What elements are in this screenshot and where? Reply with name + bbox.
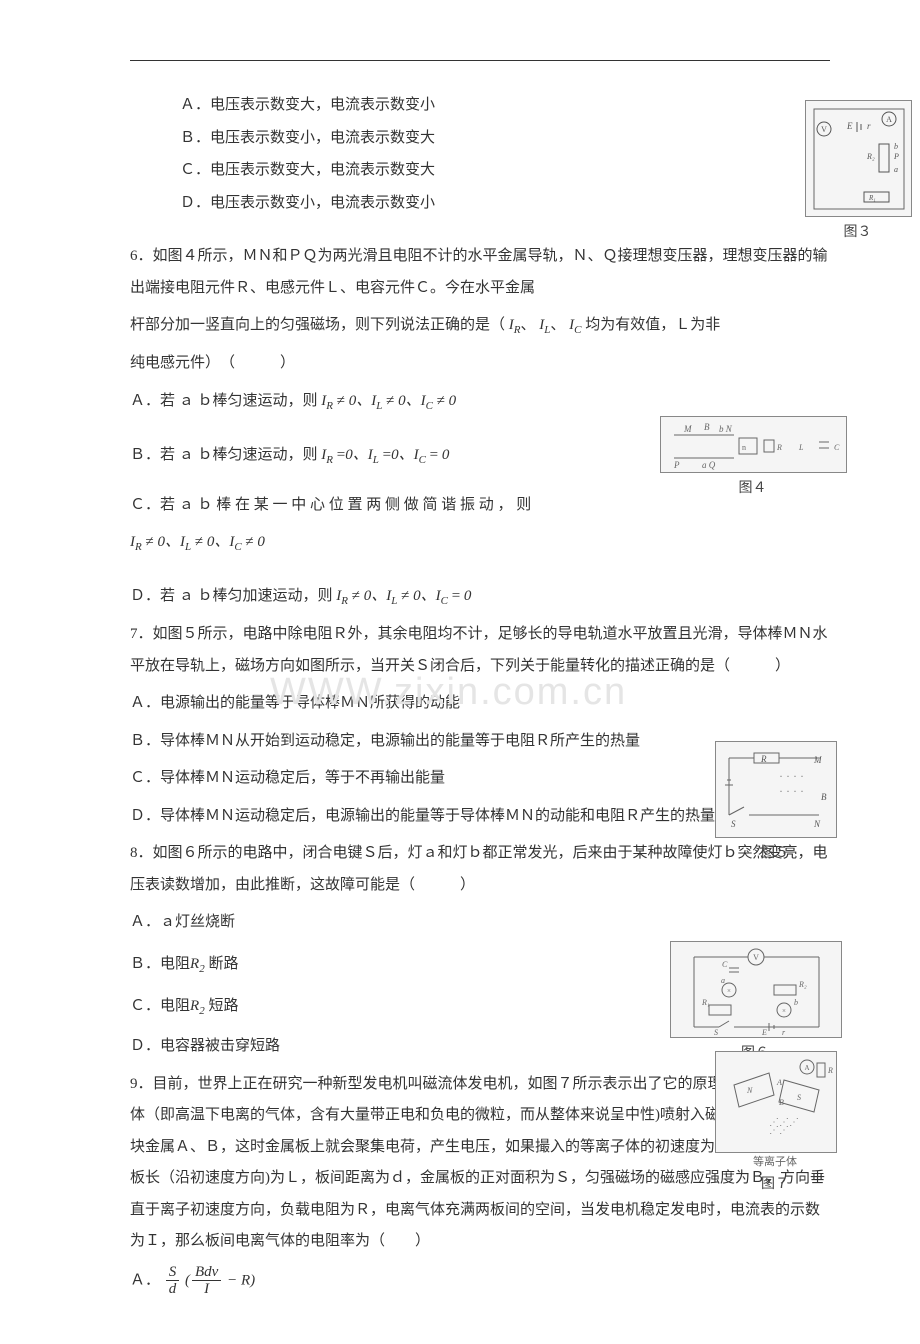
q7-stem: 7．如图５所示，电路中除电阻Ｒ外，其余电阻均不计，足够长的导电轨道水平放置且光滑… (130, 619, 830, 682)
figure-5: R M S N · · · · · · · · B 图５ (715, 741, 835, 862)
svg-text:A: A (804, 1064, 809, 1072)
content: Ａ．电压表示数变大，电流表示数变小 Ｂ．电压表示数变小，电流表示数变大 Ｃ．电压… (130, 91, 830, 1298)
figure-6-box: V C × a R₂ R₁ × b S E r (670, 941, 842, 1038)
q6-stem2-post: 均为有效值，Ｌ为非 (585, 317, 720, 333)
q5-option-a: Ａ．电压表示数变大，电流表示数变小 (180, 91, 830, 120)
circuit-4-svg: M B b N P a Q n R L C (664, 420, 844, 470)
circuit-6-svg: V C × a R₂ R₁ × b S E r (674, 945, 839, 1035)
svg-text:V: V (753, 953, 759, 962)
svg-text:N: N (813, 819, 821, 829)
svg-text:· · · ·: · · · · (779, 784, 804, 798)
svg-text:r: r (782, 1028, 786, 1035)
q6-option-d: Ｄ．若 ａ ｂ棒匀加速运动，则 IR ≠ 0、IL ≠ 0、IC = 0 (130, 581, 830, 613)
svg-text:⋰⋰: ⋰⋰ (769, 1125, 789, 1136)
svg-text:S: S (797, 1093, 801, 1102)
figure-6: V C × a R₂ R₁ × b S E r (670, 941, 840, 1062)
svg-text:a: a (721, 976, 725, 985)
q5-option-d: Ｄ．电压表示数变小，电流表示数变小 (180, 189, 830, 218)
figure-4: M B b N P a Q n R L C 图４ (660, 416, 845, 497)
svg-text:R₁: R₁ (868, 194, 876, 202)
q8-option-a: Ａ．ａ灯丝烧断 (130, 907, 830, 939)
figure-4-box: M B b N P a Q n R L C (660, 416, 847, 473)
figure-7-box: A R N A S B ⋰⋰⋰ ⋰⋰ (715, 1051, 837, 1153)
figure-7-caption: 图７ (715, 1173, 835, 1193)
svg-text:a Q: a Q (702, 460, 716, 470)
q6-option-c-formula: IR ≠ 0、IL ≠ 0、IC ≠ 0 (130, 527, 830, 559)
svg-text:b: b (894, 142, 898, 151)
svg-text:R: R (827, 1066, 833, 1075)
svg-text:A: A (776, 1078, 782, 1087)
top-rule (130, 60, 830, 61)
svg-text:n: n (742, 443, 746, 452)
var-IL: IL (539, 317, 550, 333)
circuit-5-svg: R M S N · · · · · · · · B (719, 745, 834, 835)
q5-option-c: Ｃ．电压表示数变大，电流表示数变大 (180, 156, 830, 185)
q5-option-b: Ｂ．电压表示数变小，电流表示数变大 (180, 124, 830, 153)
svg-text:N: N (746, 1086, 753, 1095)
svg-text:B: B (704, 422, 710, 432)
svg-text:M: M (813, 755, 822, 765)
svg-text:S: S (714, 1028, 718, 1035)
svg-text:B: B (821, 792, 827, 802)
page: V A E r R₂ b P a R₁ 图３ Ａ．电压表示数变大，电流表示数变小… (0, 0, 920, 1344)
svg-text:B: B (779, 1098, 784, 1107)
svg-text:C: C (834, 443, 840, 452)
svg-text:r: r (867, 121, 871, 131)
q6-stem2-pre: 杆部分加一竖直向上的匀强磁场，则下列说法正确的是（ (130, 317, 505, 333)
figure-5-box: R M S N · · · · · · · · B (715, 741, 837, 838)
svg-text:P: P (893, 152, 899, 161)
q6-option-a: Ａ．若 ａ ｂ棒匀速运动，则 IR ≠ 0、IL ≠ 0、IC ≠ 0 (130, 386, 830, 418)
q6-stem-line1: 6．如图４所示，ＭＮ和ＰＱ为两光滑且电阻不计的水平金属导轨，Ｎ、Ｑ接理想变压器，… (130, 241, 830, 304)
svg-text:b N: b N (719, 424, 733, 434)
svg-text:C: C (722, 960, 728, 969)
var-IR: IR (509, 317, 521, 333)
q6-stem-line2: 杆部分加一竖直向上的匀强磁场，则下列说法正确的是（ IR、 IL、 IC 均为有… (130, 310, 830, 342)
figure-5-caption: 图５ (715, 842, 835, 862)
circuit-7-svg: A R N A S B ⋰⋰⋰ ⋰⋰ (719, 1055, 834, 1150)
svg-text:R: R (776, 443, 782, 452)
svg-text:R₂: R₂ (798, 980, 807, 989)
svg-text:b: b (794, 998, 798, 1007)
svg-text:R: R (760, 754, 767, 764)
svg-text:L: L (798, 443, 804, 452)
svg-text:A: A (886, 115, 892, 124)
q9-option-a: Ａ． Sd (BdvI − R) (130, 1264, 830, 1298)
svg-text:a: a (894, 165, 898, 174)
figure-7: A R N A S B ⋰⋰⋰ ⋰⋰ 等离子体 图７ (715, 1051, 835, 1193)
svg-text:· · · ·: · · · · (779, 769, 804, 783)
figure-7-sublabel: 等离子体 (715, 1153, 835, 1169)
svg-text:R₁: R₁ (701, 998, 710, 1007)
q7-option-a: Ａ．电源输出的能量等于导体棒ＭＮ所获得的动能 (130, 688, 830, 720)
svg-text:×: × (782, 1007, 786, 1015)
svg-text:P: P (673, 460, 680, 470)
svg-text:E: E (761, 1028, 767, 1035)
q6-stem-line3: 纯电感元件） （ ） (130, 348, 830, 380)
svg-text:E: E (846, 121, 853, 131)
svg-text:S: S (731, 819, 736, 829)
svg-text:M: M (683, 424, 692, 434)
svg-text:R₂: R₂ (866, 152, 875, 161)
svg-text:×: × (727, 987, 731, 995)
figure-4-caption: 图４ (660, 477, 845, 497)
var-IC: IC (569, 317, 581, 333)
